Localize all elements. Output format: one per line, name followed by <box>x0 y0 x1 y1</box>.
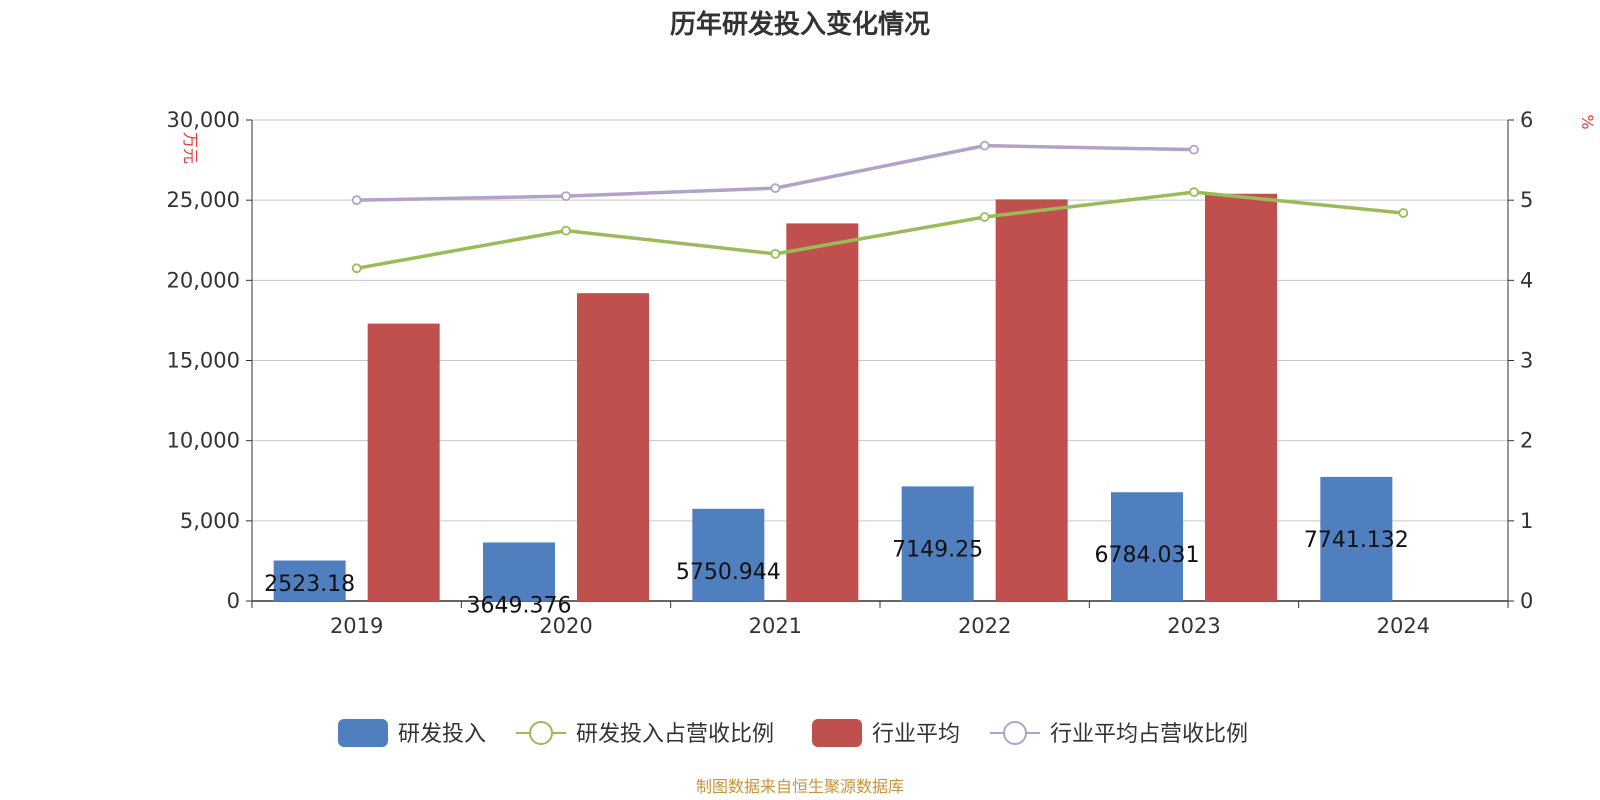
series-point-3 <box>1189 144 1199 155</box>
x-axis-tick-label: 2024 <box>1377 614 1430 638</box>
right-axis-tick-label: 5 <box>1520 188 1533 212</box>
legend-marker-3 <box>1003 721 1027 745</box>
series-point-1 <box>979 212 990 222</box>
bar-2-2020 <box>577 293 649 601</box>
left-axis-tick-label: 20,000 <box>167 268 240 292</box>
legend-swatch-2 <box>812 719 862 747</box>
series-point-1 <box>1189 187 1199 198</box>
x-axis-tick-label: 2022 <box>958 614 1011 638</box>
left-axis-tick-label: 30,000 <box>167 108 240 132</box>
x-axis-tick-label: 2021 <box>749 614 802 638</box>
series-point-1 <box>351 263 362 274</box>
gridlines <box>252 119 1508 522</box>
right-axis-tick-label: 0 <box>1520 589 1533 613</box>
legend: 研发投入 研发投入占营收比例 行业平均 行业平均占营收比例 <box>338 719 1248 747</box>
data-labels: 2523.18 3649.376 5750.944 7149.25 6784.031 77… <box>264 528 1409 619</box>
data-label: 7741.132 <box>1304 528 1409 553</box>
lines <box>351 140 1409 274</box>
bar-0-2021 <box>692 508 765 601</box>
chart-title: 历年研发投入变化情况 <box>670 9 930 40</box>
series-point-3 <box>979 140 990 151</box>
bar-0-2020 <box>483 542 555 601</box>
data-label: 7149.25 <box>892 537 983 562</box>
bar-2-2022 <box>995 199 1068 602</box>
legend-label: 行业平均 <box>872 722 960 747</box>
bar-0-2023 <box>1111 492 1183 601</box>
series-point-3 <box>351 195 362 206</box>
series-point-1 <box>770 248 781 259</box>
data-label: 6784.031 <box>1095 543 1200 568</box>
bar-0-2024 <box>1320 476 1393 601</box>
series-point-3 <box>561 191 571 202</box>
bar-2-2021 <box>786 223 859 602</box>
right-axis-tick-label: 3 <box>1520 349 1533 373</box>
right-axis-tick-label: 2 <box>1520 429 1533 453</box>
data-label: 5750.944 <box>676 560 781 585</box>
left-axis-tick-label: 5,000 <box>180 509 240 533</box>
left-axis-title: 万元 <box>181 132 200 164</box>
left-axis-tick-label: 15,000 <box>167 349 240 373</box>
x-axis-tick-label: 2020 <box>539 614 592 638</box>
legend-label: 研发投入占营收比例 <box>576 722 774 747</box>
bar-2-2019 <box>367 323 440 601</box>
series-point-3 <box>770 183 781 194</box>
data-source-note: 制图数据来自恒生聚源数据库 <box>696 777 904 796</box>
right-axis-tick-label: 6 <box>1520 108 1533 132</box>
series-line-1 <box>356 190 1404 271</box>
left-axis-tick-label: 10,000 <box>167 429 240 453</box>
series-point-1 <box>561 225 571 236</box>
data-label: 2523.18 <box>264 572 355 597</box>
x-axis-tick-label: 2023 <box>1167 614 1220 638</box>
legend-label: 行业平均占营收比例 <box>1050 722 1248 747</box>
legend-swatch-0 <box>338 719 388 747</box>
legend-marker-1 <box>529 721 553 745</box>
right-axis-title: % <box>1578 114 1597 129</box>
x-axis-tick-label: 2019 <box>330 614 383 638</box>
right-axis-tick-label: 4 <box>1520 268 1533 292</box>
bars <box>273 193 1393 602</box>
right-axis-tick-label: 1 <box>1520 509 1533 533</box>
bar-0-2022 <box>901 486 974 601</box>
bar-0-2019 <box>273 560 346 601</box>
series-point-1 <box>1398 208 1409 218</box>
left-axis-tick-label: 0 <box>227 589 240 613</box>
axes: 0 5,000 10,000 15,000 20,000 25,000 30,000 0 1 2 3… <box>167 108 1597 638</box>
legend-label: 研发投入 <box>398 722 486 747</box>
data-label: 3649.376 <box>467 593 572 618</box>
left-axis-tick-label: 25,000 <box>167 188 240 212</box>
bar-2-2023 <box>1205 193 1277 601</box>
